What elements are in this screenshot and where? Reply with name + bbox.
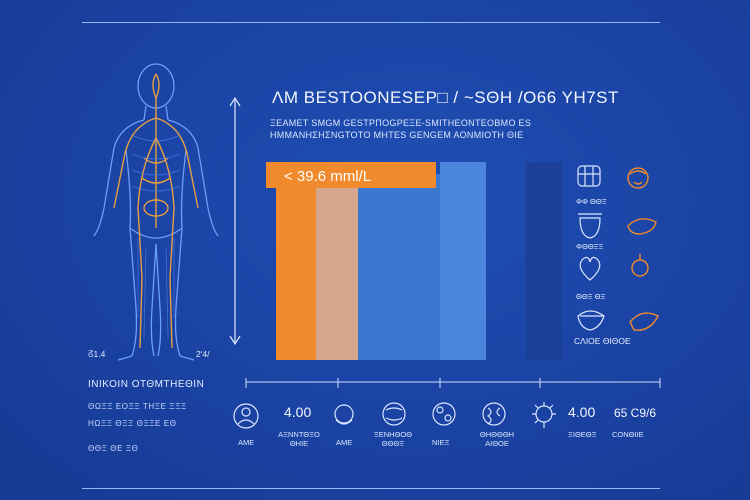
molecule-icon xyxy=(432,402,456,426)
callout-box xyxy=(266,162,436,188)
grid-icon xyxy=(577,165,601,187)
callout-label: < 39.6 mml/L xyxy=(284,168,371,185)
right-tick-label: 2ʹ4/ xyxy=(196,349,210,359)
bar-4 xyxy=(440,162,486,360)
bottom-label-6: ΘΗΘΘΘΗ ΑΙΘΟΕ xyxy=(479,430,515,448)
bottom-label-4: ΞΕΝΗΘΟΘ ΘΘΘΞ xyxy=(373,430,413,448)
bottom-rule xyxy=(82,488,660,489)
bar-1 xyxy=(276,162,316,360)
bottom-label-5: ΝΙΕΞ xyxy=(432,438,450,447)
top-rule xyxy=(82,22,660,23)
food-icon xyxy=(627,218,657,235)
bottom-label-8: ΞΙΘΕΘΞ xyxy=(568,430,597,439)
leaf-icon xyxy=(629,312,659,331)
heart-icon xyxy=(579,256,601,281)
bottom-label-9: CΟΝΘΙΙΕ xyxy=(612,430,644,439)
bottom-label-3: ΑΜΕ xyxy=(336,438,353,447)
bar-2 xyxy=(316,173,360,360)
legend-label-3: ΘΘΞ ΘΞ xyxy=(576,292,606,301)
subtitle-line-1: ΞΕΑΜΕΤ SΜGΜ GESTΡΠΟGΡΕΞΕ-SΜΙΤΗΕΟΝΤΕΟΒΜΟ … xyxy=(270,118,532,128)
legend-label-4: CΛΙΟΕ ΘΙΘΟΕ xyxy=(574,336,631,346)
human-body-figure xyxy=(93,63,219,361)
bottom-value-9: 65 C9/6 xyxy=(614,406,657,420)
bowl-icon xyxy=(578,213,602,239)
bottom-label-2: ΑΞΝΝΤΘΞΟ ΘΗΙΕ xyxy=(278,430,320,448)
bottom-value-2: 4.00 xyxy=(284,404,312,420)
bar-chart: < 39.6 mml/L xyxy=(266,162,562,360)
caption-line-2: ΗΩΞΞ ΘΞΞ ΘΞΞΕ ΕΘ xyxy=(88,419,177,428)
bottom-value-8: 4.00 xyxy=(568,404,596,420)
figure-caption: ΙΝΙΚΟΙΝ ΟΤΘΜΤΗΕΘΙΝ xyxy=(88,379,205,390)
bottom-icons xyxy=(233,402,556,429)
pill-icon xyxy=(334,404,354,424)
range-arrow xyxy=(229,96,241,346)
caption-line-1: ΘΩΞΞ ΕΟΞΞ ΤΗΞΕ ΞΞΞ xyxy=(88,402,187,411)
plate-icon xyxy=(577,310,605,331)
fruit-icon xyxy=(627,167,649,189)
bar-3 xyxy=(358,173,440,360)
bottom-label-1: ΑΜΕ xyxy=(238,438,255,447)
cell-icon xyxy=(382,402,406,426)
bottom-timeline xyxy=(245,378,661,388)
legend-icons xyxy=(577,165,659,331)
brain-icon xyxy=(482,402,506,426)
eye-icon xyxy=(535,405,553,423)
person-icon xyxy=(233,403,259,429)
apple-icon xyxy=(631,259,649,277)
legend-label-2: ΦΘΘΞΞ xyxy=(576,242,604,251)
caption-line-3: ΘΘΞ ΘΕ ΞΘ xyxy=(88,444,139,453)
page-title: ΛΜ ΒΕSTOONESΕΡ□ / ~SΘΗ /Ο66 ΥΗ7ST xyxy=(272,88,619,107)
legend-label-1: ΦΦ ΘΘΞ xyxy=(576,197,607,206)
left-tick-label: ᘔ1.4 xyxy=(88,349,106,359)
subtitle-line-2: ΗΜΜΑΝΗΣΗΣΝGΤΟΤΟ ΜΗΤΕS GΕΝGΕΜ ΑΟΝΜΙΟΤΗ ΘΙ… xyxy=(270,130,524,140)
bar-5 xyxy=(526,162,562,360)
